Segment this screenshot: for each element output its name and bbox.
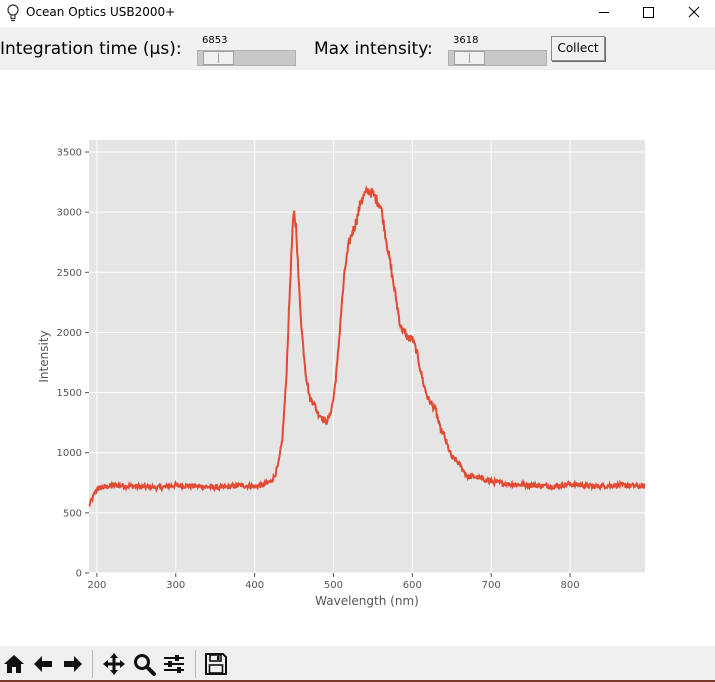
y-axis-label: Intensity (37, 330, 51, 382)
spectrum-plot[interactable]: 200 300 400 500 600 700 800 0 500 1000 1500 2000 250… (0, 70, 715, 615)
integration-time-value: 6853 (202, 35, 228, 46)
configure-subplots-button[interactable] (160, 649, 188, 679)
zoom-button[interactable] (130, 649, 158, 679)
spectrum-line (88, 185, 646, 507)
y-tick-label: 3500 (57, 148, 82, 159)
home-button[interactable] (0, 649, 28, 679)
axis-ticks: 200 300 400 500 600 700 800 0 500 1000 1500 2000 250… (57, 148, 580, 591)
y-tick-label: 500 (63, 508, 82, 519)
close-button[interactable] (670, 0, 715, 26)
integration-time-slider-thumb[interactable] (203, 51, 234, 65)
x-tick-label: 300 (166, 580, 185, 591)
y-tick-label: 1000 (57, 448, 82, 459)
zoom-icon (134, 654, 156, 676)
forward-arrow-icon (64, 656, 82, 672)
pan-button[interactable] (100, 649, 128, 679)
controls-bar: Integration time (µs): 6853 Max intensit… (0, 27, 715, 70)
home-icon (4, 655, 24, 673)
y-tick-label: 0 (76, 569, 82, 580)
back-button[interactable] (29, 649, 57, 679)
toolbar-separator (92, 650, 93, 678)
x-tick-label: 700 (482, 580, 501, 591)
lightbulb-icon (4, 3, 22, 23)
window-title: Ocean Optics USB2000+ (26, 5, 176, 19)
toolbar-separator (195, 650, 196, 678)
x-tick-label: 200 (87, 580, 106, 591)
window-bottom-border (0, 680, 715, 682)
max-intensity-slider[interactable] (448, 50, 547, 66)
minimize-icon (599, 12, 609, 13)
plot-area (89, 140, 645, 573)
back-arrow-icon (34, 656, 52, 672)
close-icon (688, 6, 700, 18)
x-tick-label: 500 (324, 580, 343, 591)
max-intensity-label: Max intensity: (314, 39, 433, 59)
navigation-toolbar (0, 646, 715, 682)
y-tick-label: 1500 (57, 388, 82, 399)
integration-time-slider[interactable] (197, 50, 296, 66)
maximize-button[interactable] (625, 0, 671, 26)
pan-icon (103, 653, 125, 675)
integration-time-label: Integration time (µs): (0, 39, 182, 59)
maximize-icon (643, 7, 654, 18)
collect-button[interactable]: Collect (551, 36, 605, 61)
save-button[interactable] (202, 649, 230, 679)
x-tick-label: 400 (245, 580, 264, 591)
x-tick-label: 800 (561, 580, 580, 591)
y-tick-label: 2500 (57, 268, 82, 279)
max-intensity-slider-thumb[interactable] (454, 51, 485, 65)
x-axis-label: Wavelength (nm) (315, 594, 419, 608)
minimize-button[interactable] (581, 0, 627, 26)
max-intensity-value: 3618 (453, 35, 479, 46)
y-tick-label: 2000 (57, 328, 82, 339)
grid (89, 140, 645, 574)
forward-button[interactable] (59, 649, 87, 679)
title-bar: Ocean Optics USB2000+ (0, 0, 715, 26)
configure-subplots-icon (164, 655, 184, 673)
y-tick-label: 3000 (57, 208, 82, 219)
x-tick-label: 600 (403, 580, 422, 591)
save-icon (205, 653, 227, 675)
